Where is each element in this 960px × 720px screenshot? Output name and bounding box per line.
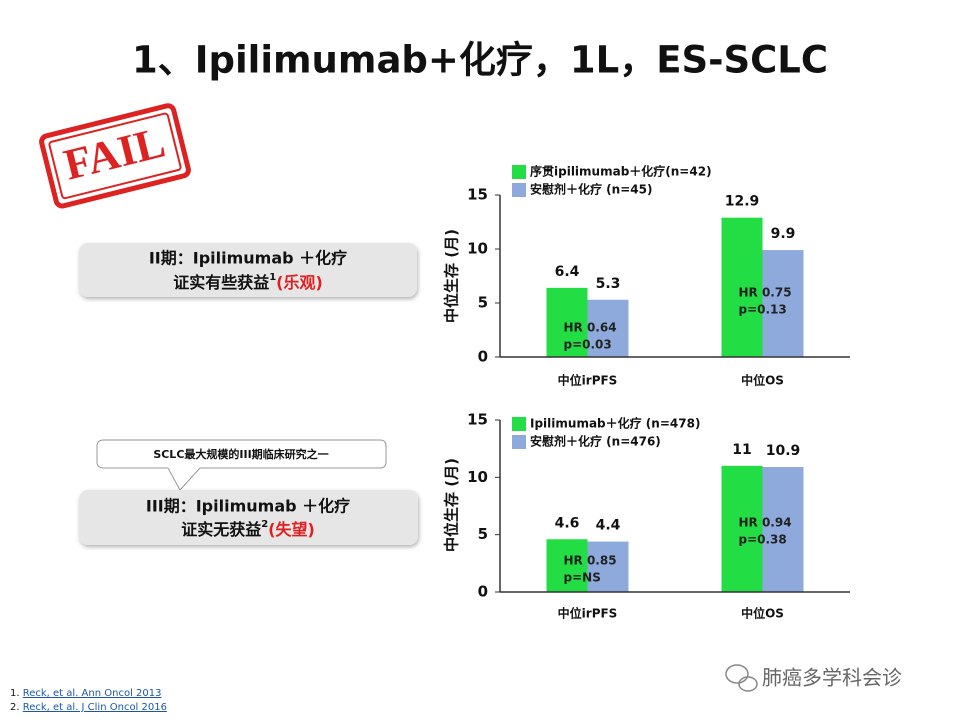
stamp-border [39,103,191,209]
phase2-box [79,243,417,297]
legend-label: Ipilimumab＋化疗 (n=478) [530,416,700,431]
legend-swatch [512,183,526,197]
value-label: 5.3 [596,276,621,292]
y-axis-label: 中位生存 (月) [443,229,461,323]
y-tick-label: 5 [478,525,488,543]
callout-bubble [96,439,387,491]
box-sup: 1 [269,272,276,283]
bar [546,539,588,592]
reference: 2. Reck, et al. J Clin Oncol 2016 [10,702,167,713]
y-tick-label: 0 [478,348,488,366]
legend-swatch [512,417,526,431]
y-tick-label: 10 [467,468,488,486]
bar [762,467,804,592]
bar [546,287,588,357]
legend-label: 序贯ipilimumab＋化疗(n=42) [530,164,712,179]
y-tick-label: 10 [467,240,488,258]
legend-swatch [512,435,526,449]
ref-link[interactable]: Reck, et al. J Clin Oncol 2016 [23,702,167,713]
x-tick-label: 中位OS [741,373,784,388]
watermark: 肺癌多学科会诊 [762,666,902,690]
annotation: HR 0.75 [739,286,792,300]
chart: 0 5 10 15 中位生存 (月) 4.6 4.4 中位irPFS HR 0.85 p=NS 11… [443,411,850,621]
callout-text: SCLC最大规模的III期临床研究之一 [153,447,328,461]
y-tick-label: 0 [478,583,488,601]
wechat-icon [725,664,758,692]
annotation: p=0.13 [739,303,787,317]
annotation: HR 0.94 [739,516,792,530]
bar [762,250,804,357]
slide-title: 1、Ipilimumab+化疗，1L，ES-SCLC [132,39,828,82]
box-line: III期：Ipilimumab ＋化疗 [146,497,350,516]
box-text: 证实有些获益 [173,273,269,292]
box-line: II期：Ipilimumab ＋化疗 [149,249,347,268]
bar [587,541,629,592]
bar [721,217,763,357]
y-axis-label: 中位生存 (月) [443,458,461,552]
annotation: p=0.38 [739,533,787,547]
ref-number: 1. [10,688,20,699]
box-sup: 2 [261,519,268,530]
legend-label: 安慰剂＋化疗 (n=45) [530,182,652,197]
annotation: p=0.03 [564,338,612,352]
x-tick-label: 中位irPFS [558,606,618,621]
value-label: 6.4 [555,264,580,280]
ref-number: 2. [10,702,20,713]
legend-label: 安慰剂＋化疗 (n=476) [530,434,661,449]
box-note: (乐观) [276,273,323,292]
annotation: p=NS [564,571,601,585]
y-tick-label: 15 [467,411,488,429]
stamp-inner [48,112,182,200]
value-label: 4.4 [596,518,621,534]
chart: 0 5 10 15 中位生存 (月) 6.4 5.3 中位irPFS HR 0.64 p=0.03… [443,164,850,388]
y-tick-label: 15 [467,186,488,204]
value-label: 10.9 [766,443,801,459]
value-label: 9.9 [771,226,796,242]
annotation: HR 0.85 [564,554,617,568]
ref-link[interactable]: Reck, et al. Ann Oncol 2013 [23,688,162,699]
x-tick-label: 中位irPFS [558,373,618,388]
box-note: (失望) [268,520,315,539]
value-label: 12.9 [725,194,760,210]
phase3-box [79,490,418,545]
box-line: 证实有些获益1(乐观) [173,272,323,292]
value-label: 4.6 [555,515,580,531]
bar [721,465,763,592]
reference: 1. Reck, et al. Ann Oncol 2013 [10,688,161,699]
box-line: 证实无获益2(失望) [181,519,315,539]
bar [587,299,629,357]
fail-stamp: FAIL [39,103,191,209]
legend-swatch [512,165,526,179]
y-tick-label: 5 [478,294,488,312]
box-text: 证实无获益 [181,520,261,539]
x-tick-label: 中位OS [741,606,784,621]
annotation: HR 0.64 [564,321,617,335]
value-label: 11 [732,442,751,458]
